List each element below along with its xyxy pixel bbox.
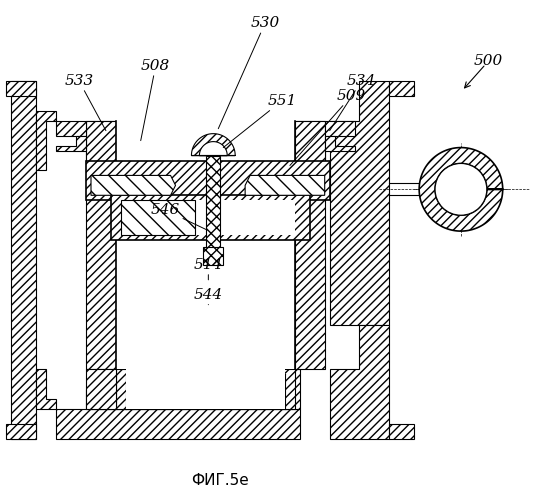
Text: 530: 530 bbox=[218, 16, 280, 128]
Polygon shape bbox=[295, 120, 324, 170]
Polygon shape bbox=[86, 120, 116, 170]
Bar bbox=[116, 120, 295, 370]
Polygon shape bbox=[56, 136, 86, 150]
Polygon shape bbox=[36, 370, 56, 409]
Polygon shape bbox=[6, 424, 36, 439]
Polygon shape bbox=[419, 148, 503, 231]
Bar bbox=[206, 156, 220, 250]
Polygon shape bbox=[11, 81, 36, 439]
Text: 500: 500 bbox=[474, 54, 503, 68]
Bar bbox=[203, 247, 223, 265]
Text: ФИГ.5e: ФИГ.5e bbox=[191, 473, 249, 488]
Text: 509: 509 bbox=[290, 89, 366, 166]
Polygon shape bbox=[191, 134, 235, 156]
Polygon shape bbox=[295, 120, 324, 370]
Text: 514: 514 bbox=[194, 258, 223, 280]
Polygon shape bbox=[111, 196, 310, 240]
Polygon shape bbox=[56, 409, 300, 439]
Text: 546: 546 bbox=[151, 203, 208, 230]
Polygon shape bbox=[245, 176, 324, 196]
Circle shape bbox=[435, 164, 487, 215]
Polygon shape bbox=[86, 120, 116, 370]
Polygon shape bbox=[199, 142, 227, 156]
Polygon shape bbox=[116, 370, 295, 409]
Text: 533: 533 bbox=[65, 74, 106, 130]
Polygon shape bbox=[86, 370, 300, 409]
Text: 551: 551 bbox=[223, 94, 296, 148]
Polygon shape bbox=[389, 81, 414, 96]
Polygon shape bbox=[6, 81, 36, 96]
Polygon shape bbox=[121, 200, 196, 235]
Polygon shape bbox=[56, 120, 86, 136]
Polygon shape bbox=[389, 424, 414, 439]
Text: 544: 544 bbox=[194, 288, 223, 304]
Polygon shape bbox=[324, 136, 355, 150]
Polygon shape bbox=[86, 160, 330, 200]
Bar bbox=[117, 200, 294, 370]
Polygon shape bbox=[330, 324, 389, 439]
Text: 508: 508 bbox=[141, 59, 170, 140]
Polygon shape bbox=[36, 111, 56, 170]
Polygon shape bbox=[86, 370, 116, 409]
Text: 534: 534 bbox=[330, 74, 376, 130]
Polygon shape bbox=[330, 81, 389, 324]
Bar bbox=[126, 370, 285, 409]
Bar bbox=[121, 200, 295, 235]
Polygon shape bbox=[91, 176, 176, 196]
Polygon shape bbox=[324, 120, 355, 136]
